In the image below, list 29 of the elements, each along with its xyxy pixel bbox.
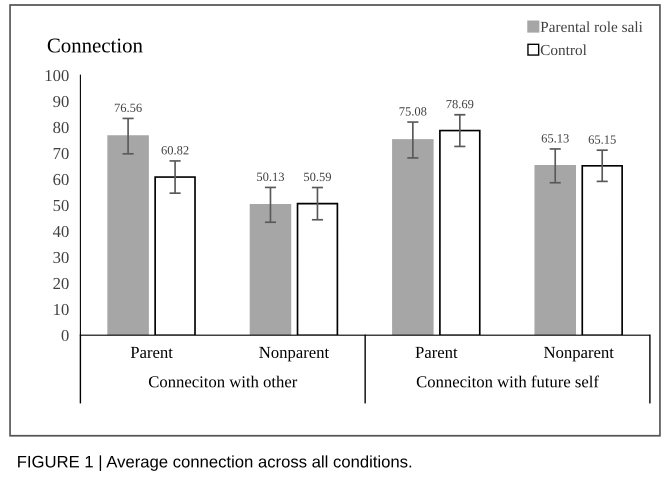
data-label: 50.59 — [304, 172, 332, 182]
data-label: 65.13 — [542, 134, 569, 143]
y-tick-label: 100 — [46, 70, 69, 82]
y-tick-label: 20 — [53, 278, 69, 290]
chart-title: Connection — [48, 38, 143, 53]
text: Conneciton with other — [148, 376, 298, 388]
text: Conneciton with future self — [416, 376, 599, 388]
x-tick-label: Parent — [130, 346, 173, 358]
caption: FIGURE 1 | Average connection across all conditions. — [18, 455, 412, 471]
y-tick-label: 70 — [54, 148, 69, 160]
data-label: 50.13 — [257, 172, 284, 182]
y-tick-label: 10 — [54, 304, 69, 316]
x-tick-label: Parent — [416, 346, 458, 358]
data-label: 60.82 — [162, 146, 188, 155]
data-label: 78.69 — [446, 100, 474, 108]
x-tick-label: Nonparent — [544, 346, 614, 362]
data-label: 75.08 — [400, 107, 426, 116]
y-tick-label: 80 — [53, 122, 69, 134]
y-tick-label: 0 — [62, 330, 69, 342]
y-tick-label: 60 — [53, 174, 69, 186]
y-tick-label: 30 — [53, 252, 69, 264]
legend-label: Control — [540, 44, 587, 56]
y-tick-label: 50 — [54, 200, 69, 212]
data-label: 76.56 — [114, 104, 142, 112]
x-tick-label: Nonparent — [259, 346, 330, 362]
legend-label: Parental role sali — [540, 21, 643, 32]
y-tick-label: 90 — [53, 96, 69, 108]
data-label: 65.15 — [588, 135, 616, 144]
y-tick-label: 40 — [52, 226, 69, 238]
